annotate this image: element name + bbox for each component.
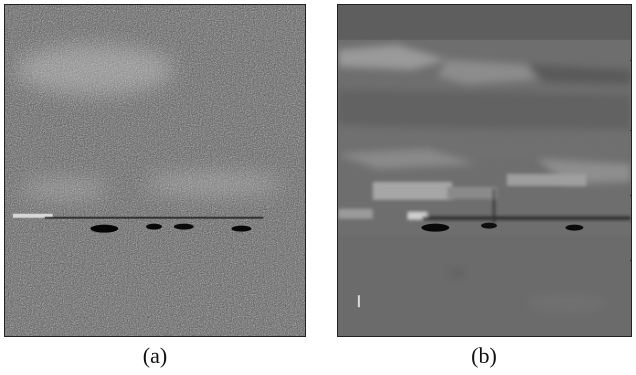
noisy-image-panel: [4, 4, 306, 337]
denoised-image: [338, 5, 631, 336]
panel-a-caption: (a): [142, 343, 168, 368]
noisy-image: [5, 5, 305, 336]
panel-b-caption: (b): [471, 343, 497, 368]
denoised-image-panel: [337, 4, 632, 337]
